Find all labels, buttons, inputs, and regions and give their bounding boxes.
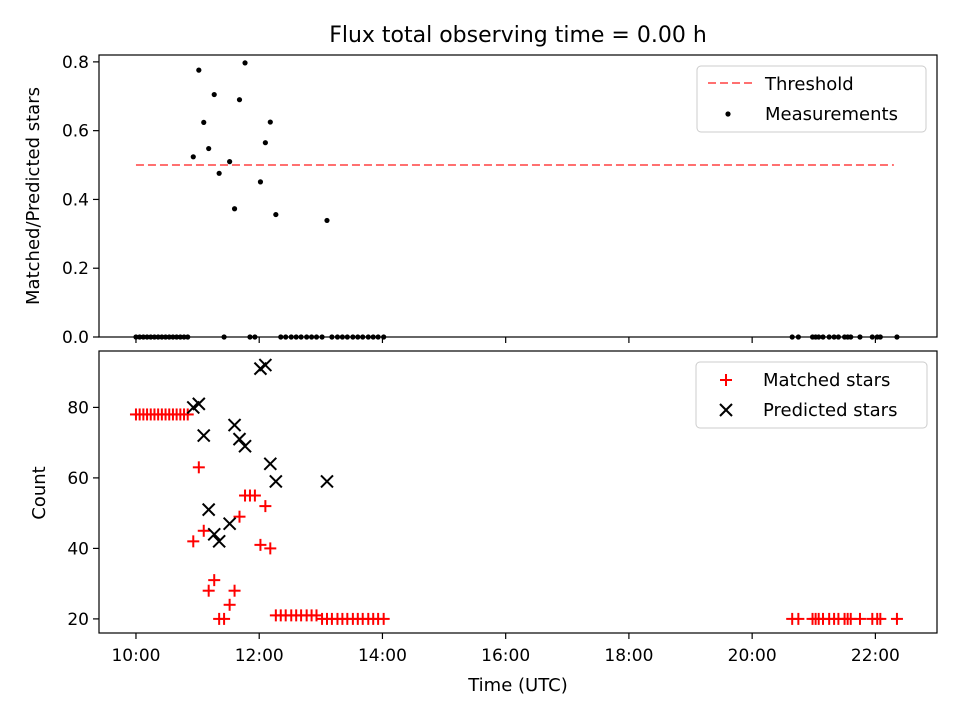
predicted-legend-marker <box>719 403 733 417</box>
predicted-star-point <box>201 502 216 517</box>
count-panel-frame <box>98 350 938 634</box>
matched-star-point <box>874 612 887 625</box>
ratio-panel: 0.00.20.40.60.8 Matched/Predicted stars … <box>23 53 938 348</box>
measurement-point <box>236 97 243 103</box>
matched-legend-label: Matched stars <box>763 370 890 391</box>
measurement-point <box>267 119 273 125</box>
measurement-point <box>201 119 207 126</box>
predicted-star-point <box>232 432 247 446</box>
matched-star-point <box>208 574 221 587</box>
measurement-point <box>206 145 212 152</box>
count-panel: 20 40 60 80 10:00 12:00 14:00 16:00 18:00 20:00 22… <box>29 350 938 696</box>
ratio-panel-axes: 0.0 0.2 0.4 0.6 0.8 <box>62 53 876 348</box>
measurements-legend-marker <box>725 111 731 117</box>
figure-title: Flux total observing time = 0.00 h <box>329 23 707 48</box>
predicted-star-point <box>222 517 237 531</box>
measurements-legend-label: Measurements <box>765 104 898 125</box>
ratio-panel-legend: Threshold Measurements <box>696 65 927 133</box>
measurement-point <box>273 211 279 218</box>
matched-star-point <box>223 598 236 611</box>
matched-legend-marker <box>720 374 732 386</box>
count-xtick-label: 12:00 <box>235 646 284 666</box>
count-xtick-label: 18:00 <box>604 646 653 666</box>
ratio-ytick-label: 0.4 <box>62 190 89 210</box>
matched-star-point <box>792 612 805 625</box>
count-ytick-label: 80 <box>67 398 89 418</box>
matched-star-point <box>192 461 205 474</box>
ratio-ytick-label: 0.8 <box>62 53 89 73</box>
predicted-star-point <box>258 358 273 372</box>
predicted-star-point <box>238 439 252 453</box>
matched-star-point <box>181 408 194 421</box>
count-panel-ylabel: Count <box>29 466 50 519</box>
measurement-point <box>262 140 268 146</box>
predicted-legend-label: Predicted stars <box>763 400 897 421</box>
predicted-star-point <box>320 474 334 489</box>
count-panel-marks <box>129 358 903 625</box>
count-xtick-label: 16:00 <box>481 646 530 666</box>
ratio-legend-box <box>696 65 927 133</box>
measurement-point <box>190 154 196 160</box>
ratio-ytick-label: 0.2 <box>62 259 89 279</box>
count-panel-xlabel: Time (UTC) <box>467 675 568 696</box>
measurement-point <box>227 159 233 165</box>
predicted-star-point <box>227 418 242 432</box>
matched-star-point <box>202 584 215 597</box>
matched-star-point <box>228 584 241 597</box>
ratio-panel-ylabel: Matched/Predicted stars <box>23 87 44 305</box>
measurement-point <box>257 179 264 185</box>
predicted-star-point <box>192 397 206 411</box>
ratio-ytick-label: 0.0 <box>62 328 89 348</box>
matched-star-point <box>890 612 903 625</box>
matched-star-point <box>197 524 210 537</box>
measurement-point <box>211 91 217 98</box>
count-panel-axes: 20 40 60 80 10:00 12:00 14:00 16:00 18:00 20:00 22… <box>67 398 900 666</box>
matched-star-point <box>233 510 246 523</box>
measurement-point <box>324 217 330 224</box>
matched-star-point <box>853 612 866 625</box>
count-xtick-label: 22:00 <box>851 646 900 666</box>
count-panel-legend: Matched stars Predicted stars <box>695 361 928 429</box>
count-xtick-label: 14:00 <box>358 646 407 666</box>
matched-star-point <box>218 612 231 625</box>
predicted-star-point <box>212 534 226 549</box>
threshold-legend-label: Threshold <box>764 74 854 95</box>
matched-star-point <box>254 538 267 551</box>
ratio-ytick-label: 0.6 <box>62 122 89 142</box>
measurement-point <box>216 170 222 176</box>
matched-star-point <box>259 500 272 513</box>
measurement-point <box>242 60 248 66</box>
count-ytick-label: 40 <box>67 539 89 559</box>
predicted-star-point <box>207 527 221 542</box>
count-ytick-label: 20 <box>67 610 89 630</box>
matched-star-point <box>264 542 277 555</box>
measurement-point <box>231 206 238 212</box>
ratio-panel-frame <box>98 54 938 338</box>
matched-star-point <box>248 489 261 502</box>
count-legend-box <box>695 361 928 429</box>
predicted-star-point <box>263 457 278 471</box>
count-ytick-label: 60 <box>67 469 89 489</box>
matched-star-point <box>377 612 390 625</box>
count-xtick-label: 20:00 <box>728 646 777 666</box>
measurement-point <box>196 67 202 73</box>
matched-star-point <box>187 535 200 548</box>
count-xtick-label: 10:00 <box>111 646 160 666</box>
predicted-star-point <box>269 474 283 489</box>
predicted-star-point <box>197 428 211 443</box>
